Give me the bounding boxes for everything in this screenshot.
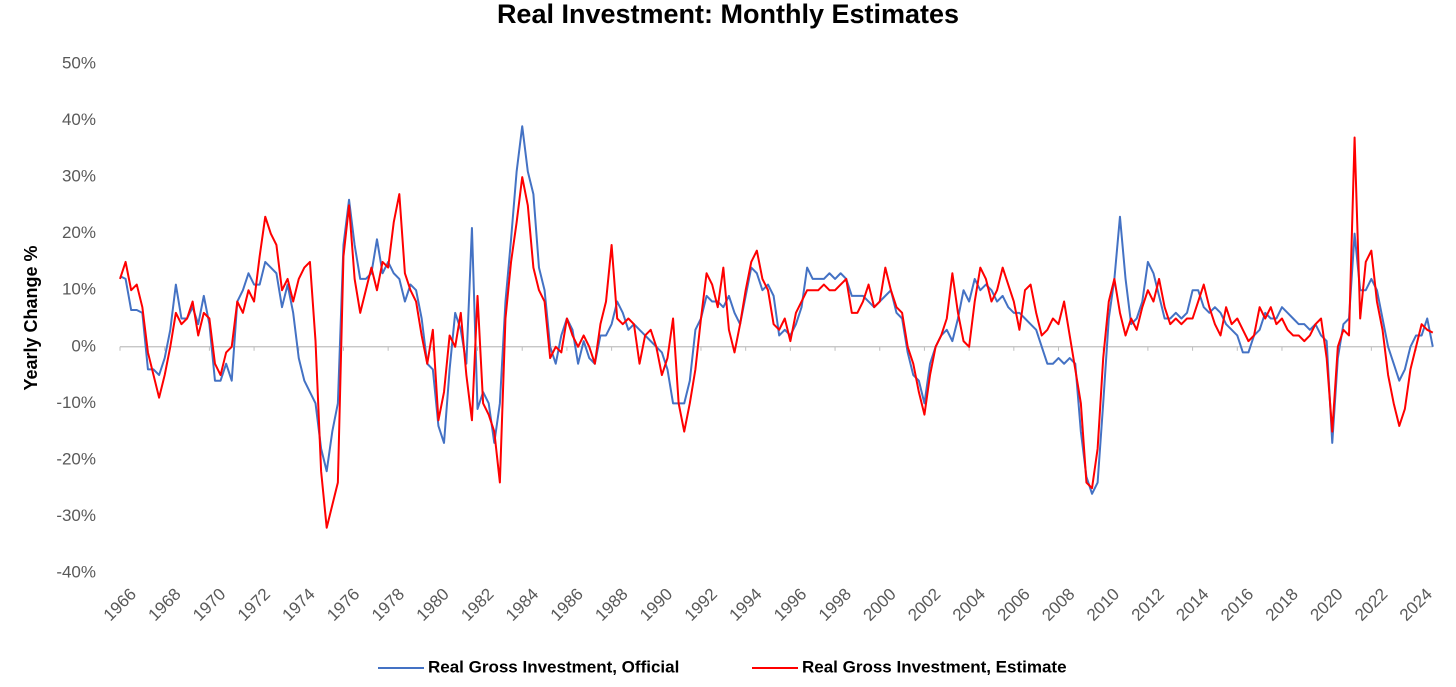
x-tick-label: 1974 (279, 585, 319, 625)
x-tick-label: 1976 (323, 585, 363, 625)
series-line (119, 125, 1434, 495)
x-tick-label: 2012 (1128, 585, 1168, 625)
y-tick-label: 20% (62, 223, 96, 242)
x-tick-label: 2002 (904, 585, 944, 625)
y-tick-label: 30% (62, 167, 96, 186)
x-tick-label: 1994 (725, 585, 765, 625)
y-tick-label: -30% (56, 506, 96, 525)
x-tick-label: 1998 (815, 585, 855, 625)
x-tick-label: 2024 (1396, 585, 1436, 625)
legend-label: Real Gross Investment, Estimate (802, 657, 1067, 676)
x-tick-label: 2006 (994, 585, 1034, 625)
y-tick-label: 10% (62, 280, 96, 299)
y-tick-label: -20% (56, 449, 96, 468)
x-tick-label: 2016 (1217, 585, 1257, 625)
y-tick-label: 40% (62, 110, 96, 129)
x-tick-label: 1972 (234, 585, 274, 625)
series-line (119, 136, 1434, 529)
x-tick-label: 2018 (1262, 585, 1302, 625)
y-tick-label: 50% (62, 53, 96, 72)
x-tick-label: 1990 (636, 585, 676, 625)
x-tick-label: 2000 (860, 585, 900, 625)
x-tick-label: 1988 (591, 585, 631, 625)
x-tick-label: 2004 (949, 585, 989, 625)
y-tick-label: -40% (56, 562, 96, 581)
y-tick-label: 0% (71, 336, 96, 355)
x-tick-label: 2014 (1172, 585, 1212, 625)
x-tick-label: 2022 (1351, 585, 1391, 625)
x-tick-label: 1986 (547, 585, 587, 625)
x-tick-label: 1966 (100, 585, 140, 625)
x-tick-label: 2008 (1038, 585, 1078, 625)
x-tick-label: 1982 (457, 585, 497, 625)
legend-label: Real Gross Investment, Official (428, 657, 679, 676)
x-tick-label: 1992 (681, 585, 721, 625)
x-tick-label: 1970 (189, 585, 229, 625)
y-axis-label: Yearly Change % (21, 245, 41, 390)
x-tick-label: 2010 (1083, 585, 1123, 625)
x-tick-label: 1996 (770, 585, 810, 625)
x-tick-label: 2020 (1306, 585, 1346, 625)
x-tick-label: 1968 (145, 585, 185, 625)
x-tick-label: 1978 (368, 585, 408, 625)
chart-title: Real Investment: Monthly Estimates (497, 0, 959, 29)
y-tick-label: -10% (56, 393, 96, 412)
x-tick-label: 1980 (413, 585, 453, 625)
x-tick-label: 1984 (502, 585, 542, 625)
